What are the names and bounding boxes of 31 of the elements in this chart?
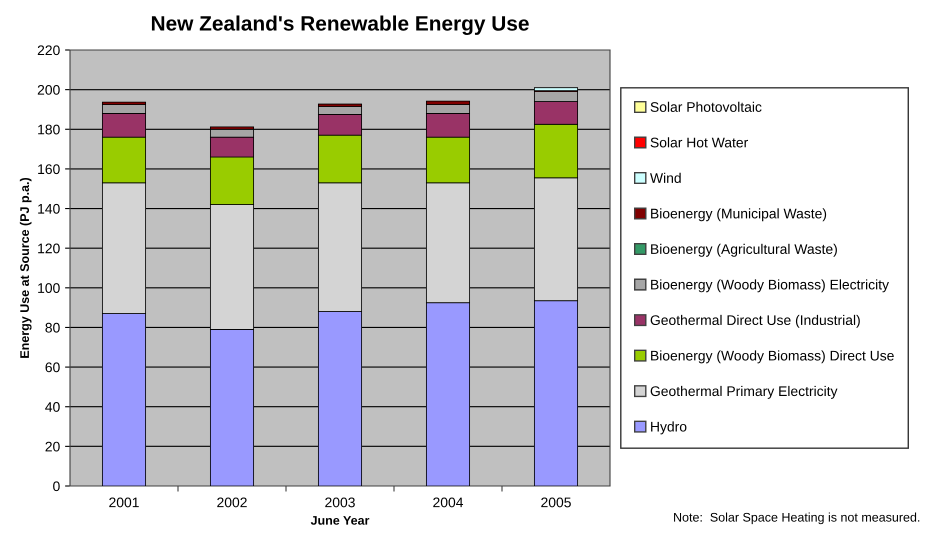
y-axis-title: Energy Use at Source (PJ p.a.) [20, 178, 32, 358]
y-tick-label: 160 [38, 164, 60, 174]
y-tick-label: 0 [53, 481, 60, 492]
legend-label: Geothermal Direct Use (Industrial) [650, 314, 860, 328]
x-tick-label: 2004 [433, 497, 464, 508]
y-tick-label: 100 [38, 283, 60, 293]
legend-label: Bioenergy (Agricultural Waste) [651, 244, 837, 257]
legend-label: Bioenergy (Municipal Waste) [651, 208, 826, 222]
y-tick-label: 80 [45, 322, 60, 333]
x-tick-label: 2001 [109, 497, 139, 508]
y-tick-label: 140 [38, 204, 60, 214]
x-tick-label: 2005 [541, 497, 571, 508]
y-tick-label: 40 [45, 402, 60, 412]
chart-title: New Zealand's Renewable Energy Use [152, 15, 529, 35]
legend-label: Hydro [651, 421, 686, 434]
y-tick-label: 220 [38, 45, 60, 56]
legend-label: Bioenergy (Woody Biomass) Direct Use [651, 350, 894, 364]
y-tick-label: 180 [38, 124, 60, 134]
text: Note: Solar Space Heating is not measured. [674, 512, 920, 524]
x-axis-title: June Year [310, 516, 370, 525]
y-tick-label: 120 [38, 244, 60, 254]
legend-label: Bioenergy (Woody Biomass) Electricity [651, 279, 889, 292]
x-tick-label: 2003 [325, 497, 355, 508]
y-tick-label: 200 [38, 84, 60, 95]
legend-label: Solar Hot Water [650, 137, 748, 148]
legend-label: Wind [650, 172, 681, 183]
y-tick-label: 20 [46, 442, 60, 452]
x-tick-label: 2002 [217, 497, 247, 508]
legend-label: Solar Photovoltaic [650, 102, 762, 112]
y-tick-label: 60 [46, 362, 60, 372]
legend-label: Geothermal Primary Electricity [650, 386, 838, 399]
